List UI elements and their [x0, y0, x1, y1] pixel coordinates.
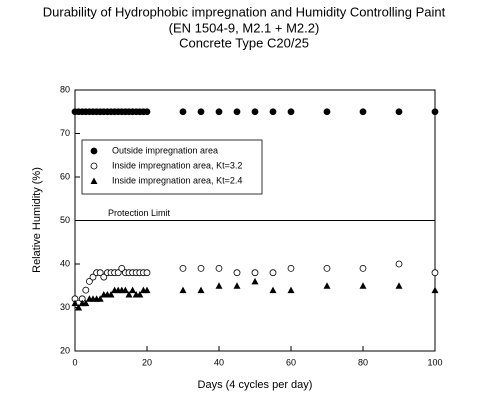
- y-tick-label: 60: [60, 171, 70, 181]
- data-point: [431, 269, 439, 277]
- y-tick-label: 30: [60, 302, 70, 312]
- data-point: [359, 282, 367, 289]
- legend-label: Inside impregnation area, Kt=3.2: [112, 160, 242, 170]
- data-point: [96, 269, 104, 277]
- data-point: [359, 108, 367, 116]
- chart-subtitle: Concrete Type C20/25: [179, 35, 309, 50]
- data-point: [215, 108, 223, 116]
- legend-marker: [90, 177, 98, 184]
- y-tick-label: 70: [60, 128, 70, 138]
- x-tick-label: 0: [72, 357, 77, 367]
- y-tick-label: 80: [60, 84, 70, 94]
- legend: [81, 139, 263, 195]
- legend-label: Outside impregnation area: [112, 145, 218, 155]
- data-point: [323, 282, 331, 289]
- data-point: [269, 108, 277, 116]
- chart-title: Durability of Hydrophobic impregnation a…: [43, 4, 446, 19]
- limit-label: Protection Limit: [108, 208, 171, 218]
- legend-marker: [90, 147, 98, 155]
- x-tick-label: 40: [214, 357, 224, 367]
- x-axis-title: Days (4 cycles per day): [198, 379, 313, 391]
- data-point: [233, 108, 241, 116]
- data-point: [129, 286, 137, 294]
- data-point: [125, 290, 133, 298]
- data-point: [82, 299, 90, 307]
- y-tick-label: 50: [60, 215, 70, 225]
- data-point: [179, 286, 187, 294]
- data-point: [359, 264, 367, 272]
- data-point: [323, 264, 331, 272]
- x-tick-label: 80: [358, 357, 368, 367]
- data-point: [269, 286, 277, 294]
- data-point: [395, 260, 403, 268]
- data-point: [251, 269, 259, 277]
- y-axis-title: Relative Humidity (%): [31, 167, 43, 273]
- data-point: [179, 108, 187, 116]
- y-tick-label: 40: [60, 258, 70, 268]
- data-point: [89, 273, 97, 281]
- data-point: [121, 286, 129, 294]
- data-point: [100, 273, 108, 281]
- data-point: [323, 108, 331, 116]
- data-point: [82, 286, 90, 294]
- data-point: [431, 108, 439, 116]
- data-point: [215, 282, 223, 289]
- data-point: [75, 304, 83, 311]
- data-point: [251, 108, 259, 116]
- data-point: [179, 264, 187, 272]
- chart-subtitle: (EN 1504-9, M2.1 + M2.2): [169, 20, 320, 35]
- x-tick-label: 60: [286, 357, 296, 367]
- data-point: [197, 264, 205, 272]
- x-tick-label: 100: [427, 357, 442, 367]
- data-point: [114, 269, 122, 277]
- data-point: [215, 264, 223, 272]
- data-point: [71, 299, 79, 307]
- data-point: [136, 290, 144, 298]
- y-tick-label: 20: [60, 345, 70, 355]
- data-point: [96, 295, 104, 302]
- data-point: [107, 290, 115, 298]
- x-tick-label: 20: [142, 357, 152, 367]
- data-point: [197, 108, 205, 116]
- data-point: [287, 286, 295, 294]
- data-point: [251, 277, 259, 285]
- data-point: [233, 282, 241, 289]
- data-point: [197, 286, 205, 294]
- data-point: [118, 264, 126, 272]
- data-point: [395, 282, 403, 289]
- data-point: [143, 269, 151, 277]
- data-point: [233, 269, 241, 277]
- data-point: [287, 264, 295, 272]
- data-point: [431, 286, 439, 294]
- legend-marker: [90, 162, 98, 170]
- data-point: [143, 286, 151, 294]
- data-point: [269, 269, 277, 277]
- data-point: [287, 108, 295, 116]
- data-point: [86, 277, 93, 285]
- data-point: [143, 108, 151, 116]
- legend-label: Inside impregnation area, Kt=2.4: [112, 175, 242, 185]
- data-point: [395, 108, 403, 116]
